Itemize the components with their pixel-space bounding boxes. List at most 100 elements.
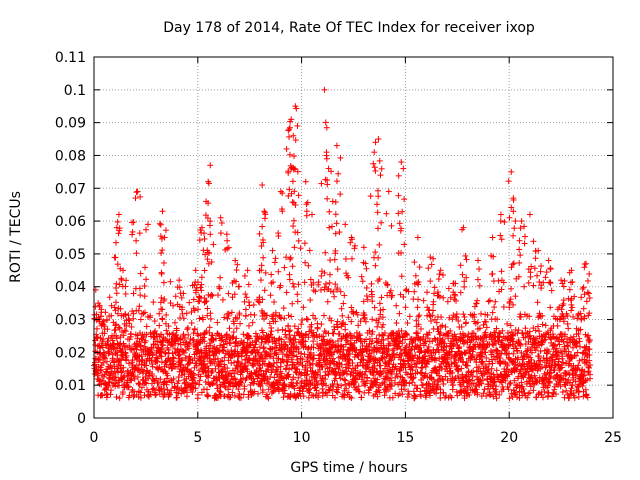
data-point bbox=[586, 294, 593, 301]
data-point bbox=[375, 254, 382, 261]
data-point bbox=[188, 309, 195, 316]
data-point bbox=[317, 286, 324, 293]
data-point bbox=[215, 292, 222, 299]
data-point bbox=[123, 352, 130, 359]
data-point bbox=[485, 298, 492, 305]
data-point bbox=[326, 271, 333, 278]
data-point bbox=[175, 340, 182, 347]
data-point bbox=[322, 249, 329, 256]
data-point bbox=[430, 255, 437, 262]
data-point bbox=[98, 381, 105, 388]
data-point bbox=[568, 307, 575, 314]
data-point bbox=[115, 211, 122, 218]
data-point bbox=[207, 231, 214, 238]
data-point bbox=[240, 331, 247, 338]
data-point bbox=[233, 325, 240, 332]
data-point bbox=[144, 367, 151, 374]
data-point bbox=[342, 221, 349, 228]
data-point bbox=[416, 312, 423, 319]
x-axis-label: GPS time / hours bbox=[290, 460, 407, 476]
data-point bbox=[377, 307, 384, 314]
data-point bbox=[286, 124, 293, 131]
data-point bbox=[157, 352, 164, 359]
data-point bbox=[225, 290, 232, 297]
data-point bbox=[134, 188, 141, 195]
data-point bbox=[131, 375, 138, 382]
data-point bbox=[97, 345, 104, 352]
data-point bbox=[143, 380, 150, 387]
data-point bbox=[332, 211, 339, 218]
data-point bbox=[250, 301, 257, 308]
data-point bbox=[279, 190, 286, 197]
data-point bbox=[134, 344, 141, 351]
data-point bbox=[116, 325, 123, 332]
data-point bbox=[158, 331, 165, 338]
data-point bbox=[545, 257, 552, 264]
data-point bbox=[105, 350, 112, 357]
data-point bbox=[506, 214, 513, 221]
data-point bbox=[440, 380, 447, 387]
data-point bbox=[153, 375, 160, 382]
data-point bbox=[192, 379, 199, 386]
data-point bbox=[566, 286, 573, 293]
y-tick-label: 0.02 bbox=[55, 345, 86, 361]
data-point bbox=[543, 269, 550, 276]
data-point bbox=[542, 274, 549, 281]
data-point bbox=[289, 300, 296, 307]
data-point bbox=[271, 259, 278, 266]
data-point bbox=[342, 326, 349, 333]
data-point bbox=[170, 342, 177, 349]
data-point bbox=[158, 235, 165, 242]
y-tick-label: 0.1 bbox=[64, 83, 86, 99]
data-point bbox=[380, 306, 387, 313]
data-point bbox=[125, 360, 132, 367]
data-point bbox=[120, 364, 127, 371]
data-point bbox=[181, 349, 188, 356]
data-point bbox=[376, 241, 383, 248]
data-point bbox=[302, 259, 309, 266]
data-point bbox=[363, 292, 370, 299]
data-point bbox=[554, 322, 561, 329]
data-point bbox=[505, 178, 512, 185]
data-point bbox=[219, 296, 226, 303]
data-point bbox=[509, 261, 516, 268]
data-point bbox=[372, 139, 379, 146]
data-point bbox=[130, 315, 137, 322]
data-point bbox=[534, 299, 541, 306]
data-point bbox=[114, 218, 121, 225]
data-point bbox=[583, 298, 590, 305]
x-tick-label: 5 bbox=[193, 430, 202, 446]
data-point bbox=[340, 300, 347, 307]
x-tick-label: 10 bbox=[293, 430, 311, 446]
data-point bbox=[179, 356, 186, 363]
data-point bbox=[109, 337, 116, 344]
data-point bbox=[304, 316, 311, 323]
data-point bbox=[307, 297, 314, 304]
y-tick-label: 0 bbox=[77, 411, 86, 427]
data-point bbox=[137, 292, 144, 299]
data-point bbox=[150, 299, 157, 306]
data-point bbox=[96, 357, 103, 364]
data-point bbox=[100, 359, 107, 366]
data-point bbox=[122, 291, 129, 298]
data-point bbox=[108, 312, 115, 319]
data-point bbox=[483, 354, 490, 361]
data-point bbox=[436, 271, 443, 278]
data-point bbox=[115, 324, 122, 331]
data-point bbox=[359, 278, 366, 285]
data-point bbox=[526, 211, 533, 218]
data-point bbox=[304, 199, 311, 206]
data-point bbox=[194, 391, 201, 398]
data-point bbox=[217, 214, 224, 221]
data-point bbox=[401, 196, 408, 203]
y-tick-label: 0.05 bbox=[55, 247, 86, 263]
data-point bbox=[427, 278, 434, 285]
data-points bbox=[91, 86, 594, 402]
data-point bbox=[428, 261, 435, 268]
data-point bbox=[406, 391, 413, 398]
data-point bbox=[315, 279, 322, 286]
data-point bbox=[295, 281, 302, 288]
data-point bbox=[186, 353, 193, 360]
data-point bbox=[156, 310, 163, 317]
